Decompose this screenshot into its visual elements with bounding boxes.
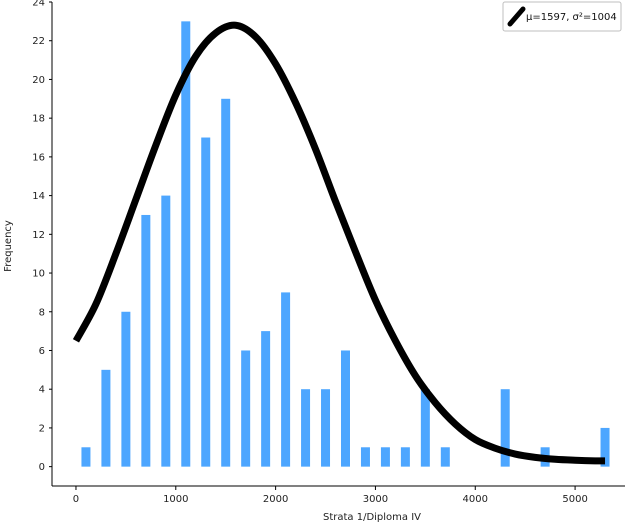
y-tick-label: 20 [32,75,45,86]
histogram-bar [360,447,370,467]
y-tick-label: 4 [39,385,45,396]
legend: μ=1597, σ²=1004 [502,1,622,32]
histogram-bar [380,447,390,467]
x-tick-label: 5000 [562,494,587,505]
histogram-bar [321,389,331,467]
histogram-bar [101,369,111,467]
histogram-bar [500,389,510,467]
histogram-bar [121,311,131,467]
histogram-bar [340,350,350,467]
histogram-bar [440,447,450,467]
y-tick-label: 8 [39,307,45,318]
histogram-bar [420,389,430,467]
bars-layer [81,21,610,467]
x-tick-label: 4000 [463,494,488,505]
histogram-bar [400,447,410,467]
x-tick-label: 2000 [263,494,288,505]
x-tick-label: 1000 [163,494,188,505]
legend-box [502,1,622,32]
x-tick-label: 0 [73,494,79,505]
x-axis: 0 1000 2000 3000 4000 5000 [52,485,625,505]
y-tick-label: 10 [32,269,45,280]
normal-fit-curve [72,21,606,465]
legend-swatch [507,6,526,27]
histogram-bar [600,427,610,467]
histogram-bar [181,21,191,467]
x-axis-title: Strata 1/Diploma IV [323,512,421,523]
curve-layer [72,21,606,465]
y-tick-label: 16 [32,152,45,163]
histogram-bar [201,137,211,467]
y-tick-label: 2 [39,423,45,434]
y-tick-label: 14 [32,191,45,202]
y-tick-label: 0 [39,462,45,473]
y-tick-label: 22 [32,36,45,47]
histogram-bar [81,447,91,467]
histogram-bar [281,292,291,467]
x-tick-label: 3000 [363,494,388,505]
y-tick-label: 18 [32,114,45,125]
histogram-bar [241,350,251,467]
histogram-bar [301,389,311,467]
histogram-bar [161,195,171,467]
histogram-bar [261,331,271,467]
histogram-bar [141,214,151,467]
y-tick-label: 24 [32,0,45,9]
y-axis-title: Frequency [3,220,14,272]
histogram-bar [221,98,231,467]
legend-label: μ=1597, σ²=1004 [526,12,617,23]
y-tick-label: 6 [39,346,45,357]
y-tick-label: 12 [32,230,45,241]
